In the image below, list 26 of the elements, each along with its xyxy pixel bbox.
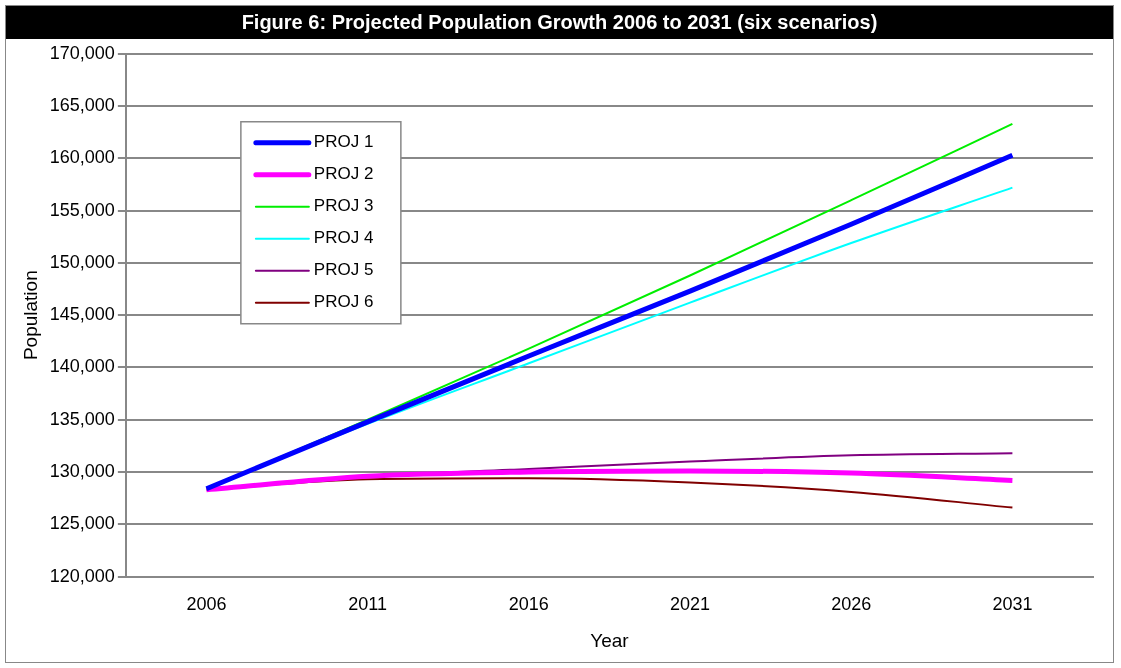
y-tick-label: 145,000 (49, 304, 115, 325)
legend-label: PROJ 2 (313, 164, 374, 184)
y-tick-label: 125,000 (49, 513, 115, 534)
y-tick-label: 150,000 (49, 251, 115, 272)
legend-label: PROJ 4 (313, 228, 374, 248)
x-tick-label: 2021 (670, 594, 711, 615)
y-tick-label: 130,000 (49, 461, 115, 482)
x-tick-label: 2026 (831, 594, 872, 615)
legend-label: PROJ 1 (313, 132, 374, 152)
legend-label: PROJ 5 (313, 260, 374, 280)
y-tick-label: 165,000 (49, 95, 115, 116)
y-tick-label: 160,000 (49, 147, 115, 168)
x-tick-label: 2006 (186, 594, 227, 615)
y-tick-label: 155,000 (49, 199, 115, 220)
legend-label: PROJ 3 (313, 196, 374, 216)
legend-label: PROJ 6 (313, 292, 374, 312)
y-tick-label: 135,000 (49, 408, 115, 429)
x-tick-label: 2016 (508, 594, 549, 615)
x-tick-label: 2031 (992, 594, 1033, 615)
y-tick-label: 120,000 (49, 565, 115, 586)
y-tick-label: 140,000 (49, 356, 115, 377)
x-tick-label: 2011 (348, 594, 388, 615)
y-tick-label: 170,000 (49, 42, 115, 63)
x-axis-title: Year (590, 629, 630, 651)
chart-title: Figure 6: Projected Population Growth 2006 to 2031 (six scenarios) (6, 6, 1113, 39)
y-axis-title: Population (19, 270, 41, 361)
